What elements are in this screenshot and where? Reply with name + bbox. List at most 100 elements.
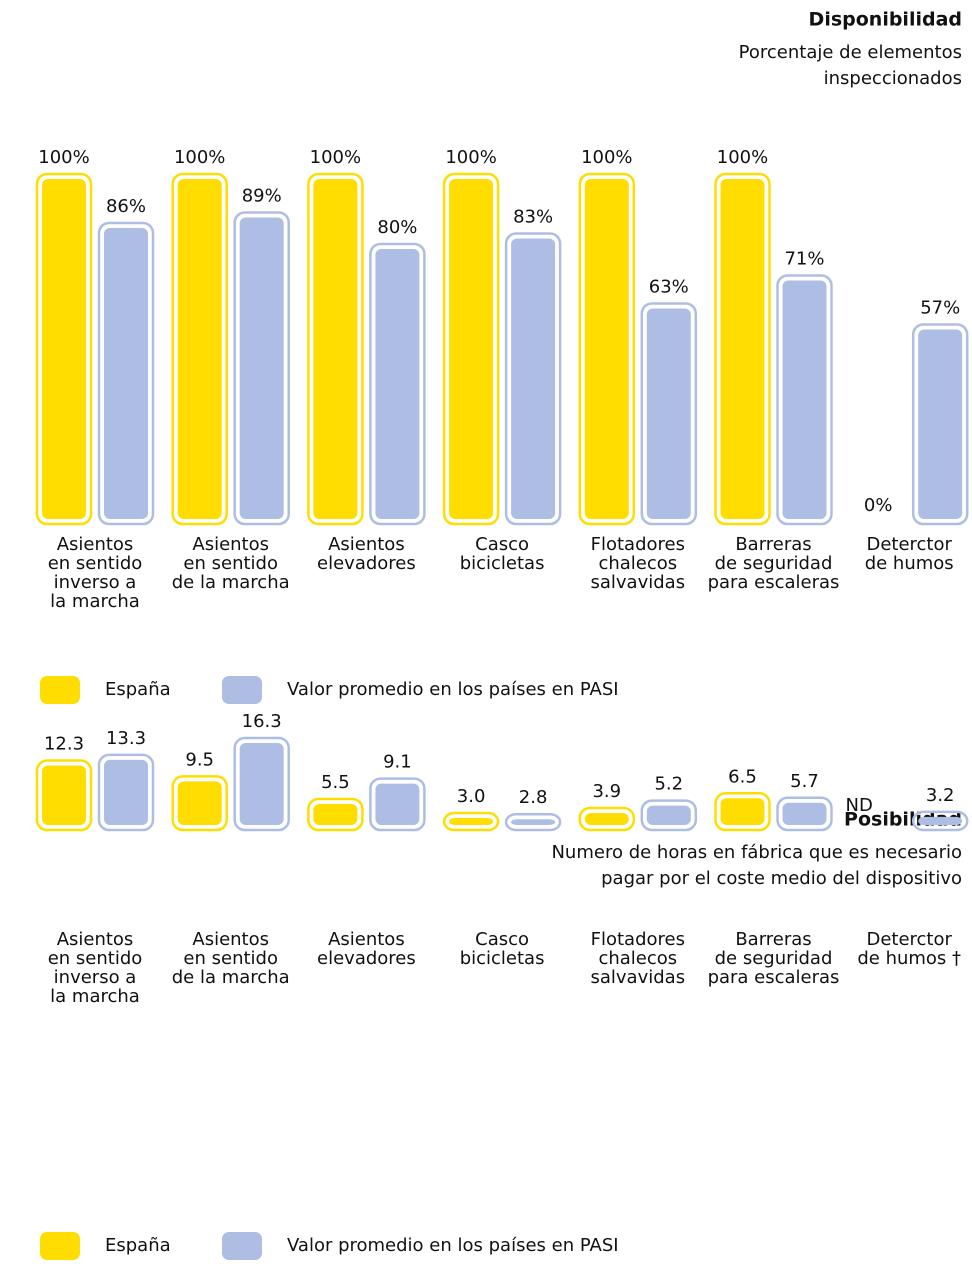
bar-fill bbox=[584, 812, 629, 825]
value-label: 100% bbox=[174, 147, 225, 168]
value-label: 0% bbox=[864, 495, 893, 516]
bar-outline bbox=[35, 759, 93, 832]
category-label: Casco bbox=[475, 929, 529, 950]
category-label: de seguridad bbox=[715, 948, 833, 969]
category-label: bicicletas bbox=[460, 553, 545, 574]
bar-outline bbox=[714, 792, 771, 832]
bar-outline bbox=[911, 810, 969, 832]
bar bbox=[640, 302, 698, 526]
value-label: 3.2 bbox=[926, 785, 955, 806]
value-label: 71% bbox=[784, 249, 824, 270]
value-label: 89% bbox=[242, 186, 282, 207]
bar-fill bbox=[584, 179, 629, 519]
value-label: 100% bbox=[717, 147, 768, 168]
legend-label: España bbox=[105, 679, 171, 700]
category-label: Barreras bbox=[735, 534, 811, 555]
legend-label: Valor promedio en los países en PASI bbox=[287, 679, 619, 700]
bar-outline bbox=[504, 812, 562, 832]
bar bbox=[97, 221, 155, 526]
bar-fill bbox=[177, 781, 222, 825]
category-label: Casco bbox=[475, 534, 529, 555]
bar bbox=[504, 232, 562, 526]
value-label: 3.0 bbox=[457, 786, 486, 807]
bar-fill bbox=[511, 819, 556, 825]
bar bbox=[35, 172, 93, 526]
bar bbox=[97, 753, 155, 832]
category-label: inverso a bbox=[54, 572, 137, 593]
bar bbox=[640, 799, 698, 832]
category-label: para escaleras bbox=[708, 967, 840, 988]
chart-subtitle: Numero de horas en fábrica que es necesa… bbox=[551, 842, 962, 863]
bar bbox=[714, 172, 771, 526]
bar-fill bbox=[720, 179, 765, 519]
bar bbox=[776, 796, 833, 832]
value-label: 100% bbox=[310, 147, 361, 168]
bar-fill bbox=[104, 759, 148, 825]
bar-outline bbox=[307, 797, 364, 832]
category-label: la marcha bbox=[50, 986, 140, 1007]
category-label: en sentido bbox=[48, 948, 143, 969]
bar bbox=[714, 792, 771, 832]
value-label: 5.5 bbox=[321, 772, 350, 793]
bar bbox=[504, 812, 562, 832]
bar-outline bbox=[35, 172, 93, 526]
bar-fill bbox=[782, 280, 827, 519]
bar-outline bbox=[776, 796, 833, 832]
bar-outline bbox=[776, 274, 833, 526]
value-label: 57% bbox=[920, 298, 960, 319]
bar-fill bbox=[782, 802, 827, 825]
value-label: 12.3 bbox=[44, 734, 84, 755]
bar-fill bbox=[177, 179, 222, 519]
bar bbox=[233, 736, 290, 832]
chart-subtitle: pagar por el coste medio del dispositivo bbox=[601, 868, 962, 889]
category-label: de la marcha bbox=[172, 572, 290, 593]
bar-fill bbox=[511, 238, 556, 519]
bar bbox=[578, 172, 636, 526]
bar-fill bbox=[104, 228, 148, 519]
category-label: Deterctor bbox=[866, 929, 952, 950]
bar-outline bbox=[640, 799, 698, 832]
bar-fill bbox=[449, 179, 494, 519]
category-label: Asientos bbox=[328, 929, 405, 950]
bar bbox=[307, 172, 364, 526]
category-label: en sentido bbox=[183, 553, 278, 574]
category-label: Asientos bbox=[57, 929, 134, 950]
bar-fill bbox=[239, 742, 284, 825]
legend-label: Valor promedio en los países en PASI bbox=[287, 1235, 619, 1256]
bar bbox=[442, 811, 500, 832]
legend-swatch bbox=[40, 1232, 80, 1260]
bar-outline bbox=[369, 777, 426, 832]
bar bbox=[578, 806, 636, 832]
category-label: en sentido bbox=[48, 553, 143, 574]
bar-fill bbox=[42, 179, 86, 519]
bar-outline bbox=[233, 211, 290, 526]
bar bbox=[171, 775, 228, 832]
bar bbox=[35, 759, 93, 832]
value-label: ND bbox=[846, 795, 873, 816]
value-label: 5.7 bbox=[790, 771, 819, 792]
category-label: chalecos bbox=[598, 553, 677, 574]
category-label: la marcha bbox=[50, 591, 140, 612]
bar-fill bbox=[918, 329, 963, 519]
chart-subtitle: inspeccionados bbox=[824, 68, 962, 89]
category-label: Flotadores bbox=[591, 929, 685, 950]
value-label: 6.5 bbox=[728, 766, 757, 787]
category-label: Asientos bbox=[328, 534, 405, 555]
legend-label: España bbox=[105, 1235, 171, 1256]
bar-fill bbox=[646, 805, 691, 825]
bar-outline bbox=[97, 221, 155, 526]
bar-outline bbox=[369, 242, 426, 526]
legend-swatch bbox=[222, 1232, 262, 1260]
bar-fill bbox=[646, 308, 691, 519]
chart-title: Disponibilidad bbox=[809, 9, 962, 31]
category-label: Deterctor bbox=[866, 534, 952, 555]
category-label: salvavidas bbox=[591, 967, 686, 988]
bar-outline bbox=[442, 811, 500, 832]
value-label: 13.3 bbox=[106, 728, 146, 749]
category-label: de la marcha bbox=[172, 967, 290, 988]
value-label: 16.3 bbox=[242, 711, 282, 732]
value-label: 100% bbox=[38, 147, 89, 168]
category-label: de humos bbox=[865, 553, 954, 574]
